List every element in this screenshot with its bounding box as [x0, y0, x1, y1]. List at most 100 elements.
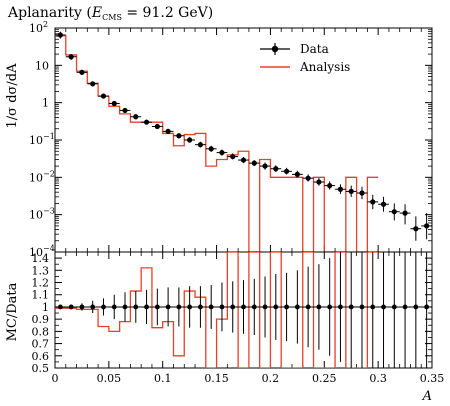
ratio-data-point — [112, 305, 117, 310]
ratio-data-point — [392, 305, 397, 310]
ratio-data-point — [220, 305, 225, 310]
data-point — [252, 161, 257, 166]
ratio-xtick-label: 0.2 — [262, 372, 280, 385]
data-point — [392, 209, 397, 214]
main-ytick-label: 1 — [42, 97, 49, 110]
ratio-ytick-label: 0.7 — [32, 338, 50, 351]
ratio-xtick-label: 0.3 — [369, 372, 387, 385]
data-point — [112, 101, 117, 106]
ratio-data-point — [155, 305, 160, 310]
main-ytick-label: 10 — [29, 134, 43, 147]
ratio-xtick-label: 0.35 — [420, 372, 445, 385]
data-point — [101, 93, 106, 98]
ratio-data-point — [403, 305, 408, 310]
data-point — [230, 154, 235, 159]
ratio-xtick-label: 0 — [52, 372, 59, 385]
legend-data-label: Data — [300, 42, 329, 56]
data-point — [198, 142, 203, 147]
ratio-data-point — [144, 305, 149, 310]
data-point — [349, 189, 354, 194]
ratio-data-point — [252, 305, 257, 310]
ratio-data-point — [295, 305, 300, 310]
ratio-data-point — [370, 305, 375, 310]
ratio-data-point — [413, 305, 418, 310]
ratio-xtick-label: 0.05 — [97, 372, 122, 385]
data-point — [424, 223, 429, 228]
ratio-xtick-label: 0.15 — [204, 372, 229, 385]
ratio-data-series — [55, 252, 432, 368]
ratio-ytick-label: 0.6 — [32, 350, 50, 363]
ratio-data-point — [123, 305, 128, 310]
main-ytick-exponent: −3 — [43, 207, 55, 216]
data-point — [316, 179, 321, 184]
data-point — [241, 157, 246, 162]
ratio-data-point — [198, 305, 203, 310]
ratio-data-point — [209, 305, 214, 310]
data-point — [155, 124, 160, 129]
ratio-data-point — [263, 305, 268, 310]
ratio-data-point — [284, 305, 289, 310]
legend-data-marker — [272, 46, 278, 52]
main-ytick-label: 10 — [29, 209, 43, 222]
ratio-ytick-label: 0.9 — [32, 313, 50, 326]
ratio-data-point — [80, 305, 85, 310]
ratio-data-point — [327, 305, 332, 310]
data-point — [435, 237, 440, 242]
data-point — [273, 166, 278, 171]
data-point — [338, 187, 343, 192]
ratio-xtick-label: 0.1 — [154, 372, 172, 385]
ratio-data-point — [187, 305, 192, 310]
data-point — [327, 183, 332, 188]
main-ytick-exponent: −2 — [43, 169, 55, 178]
ratio-data-point — [58, 305, 63, 310]
ratio-data-point — [360, 305, 365, 310]
ratio-data-point — [176, 305, 181, 310]
data-point — [176, 133, 181, 138]
main-ylabel: 1/σ dσ/dA — [5, 63, 20, 129]
data-point — [79, 70, 84, 75]
data-point — [90, 81, 95, 86]
ratio-xlabel: A — [422, 389, 432, 404]
data-point — [144, 120, 149, 125]
data-point — [402, 211, 407, 216]
data-point — [133, 114, 138, 119]
ratio-ytick-label: 0.8 — [32, 325, 50, 338]
data-point — [187, 137, 192, 142]
chart-title-main: Aplanarity ( — [7, 5, 92, 21]
data-point — [413, 226, 418, 231]
ratio-ytick-label: 1.3 — [32, 264, 50, 277]
data-point — [262, 163, 267, 168]
chart-title: Aplanarity (ECMS = 91.2 GeV) — [7, 5, 213, 22]
data-point — [122, 108, 127, 113]
ratio-data-point — [101, 305, 106, 310]
data-point — [219, 150, 224, 155]
ratio-data-point — [69, 305, 74, 310]
ratio-data-point — [166, 305, 171, 310]
data-point — [58, 32, 63, 37]
data-point — [69, 54, 74, 59]
ratio-data-point — [349, 305, 354, 310]
data-point — [295, 172, 300, 177]
data-point — [166, 129, 171, 134]
data-point — [381, 202, 386, 207]
legend-analysis-label: Analysis — [299, 60, 350, 74]
ratio-ytick-label: 1.4 — [32, 252, 50, 265]
ratio-xtick-label: 0.25 — [312, 372, 337, 385]
data-point — [359, 190, 364, 195]
main-ytick-label: 10 — [29, 22, 43, 35]
ratio-data-point — [424, 305, 429, 310]
data-point — [209, 146, 214, 151]
chart-title-subscript: CMS — [102, 13, 122, 22]
main-ytick-label: 10 — [29, 171, 43, 184]
ratio-ytick-label: 1 — [42, 301, 49, 314]
ratio-data-point — [90, 305, 95, 310]
ratio-data-point — [241, 305, 246, 310]
main-ytick-exponent: 2 — [43, 20, 48, 29]
chart-title-tail: = 91.2 GeV) — [122, 5, 213, 21]
data-point — [370, 199, 375, 204]
ratio-data-point — [133, 305, 138, 310]
ratio-panel: 0 0.05 0.1 0.15 0.2 0.25 0.3 0.35 0.50.60.70.80.… — [32, 252, 445, 385]
ratio-data-point — [273, 305, 278, 310]
ratio-data-point — [230, 305, 235, 310]
